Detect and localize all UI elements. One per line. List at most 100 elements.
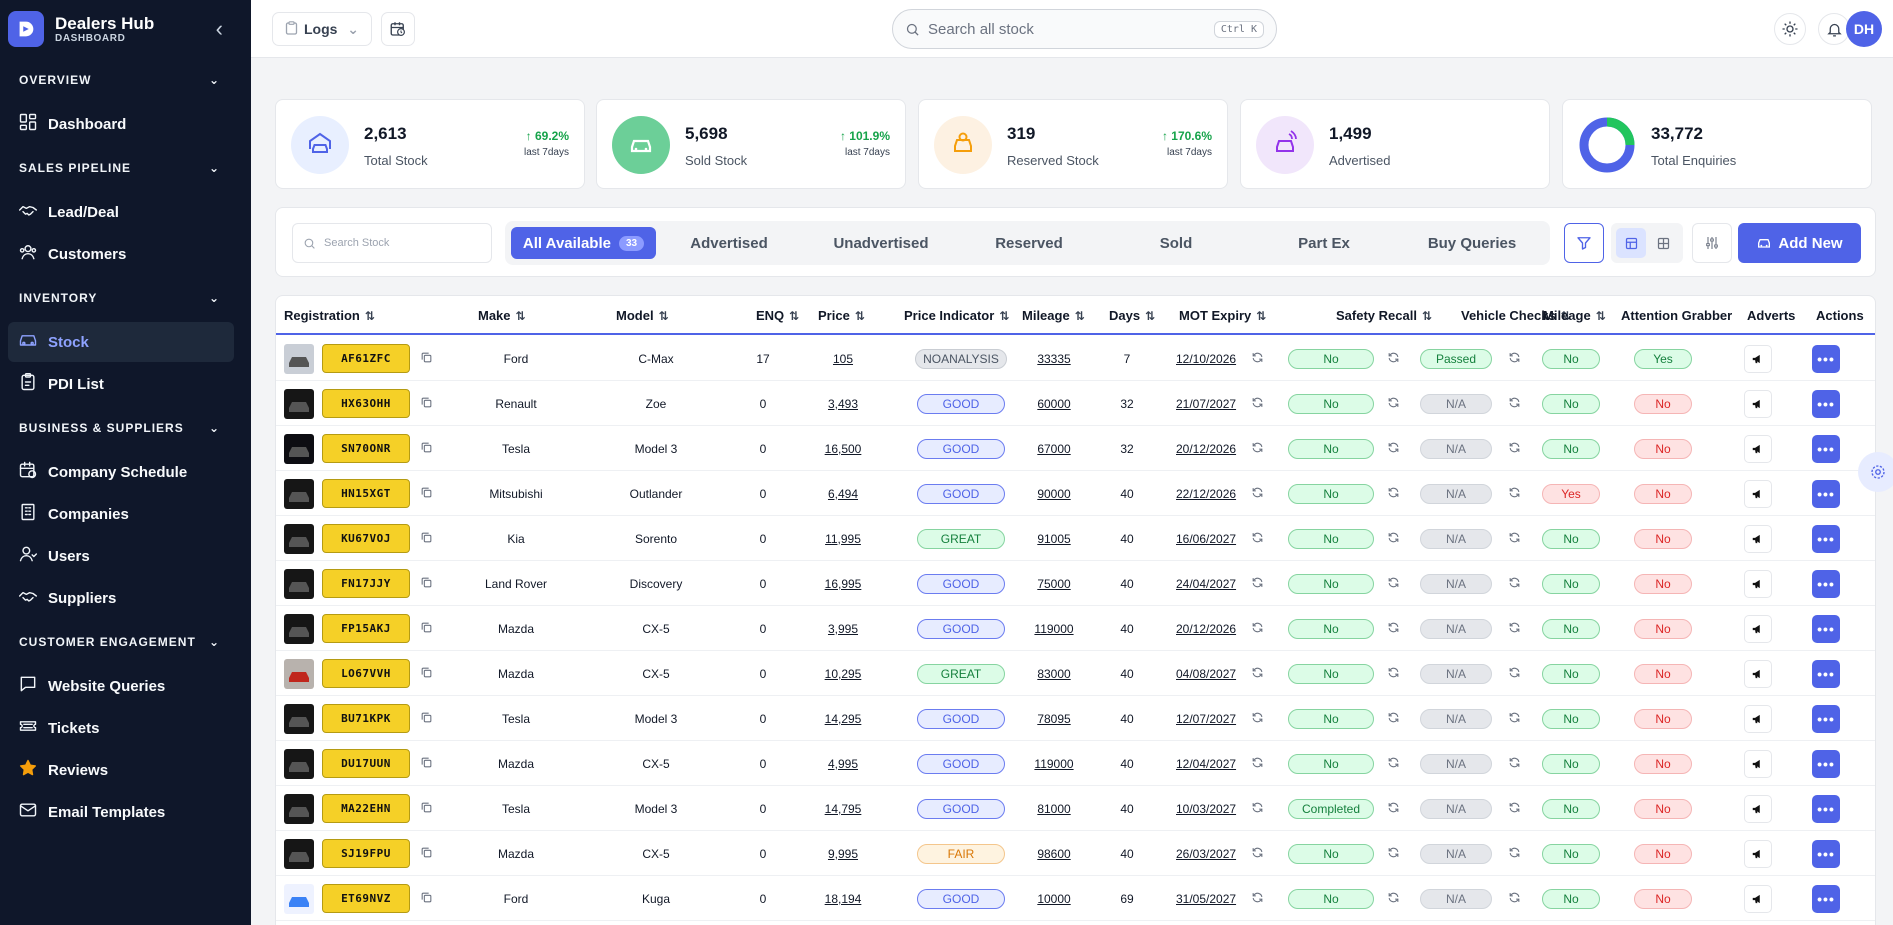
mileage-link[interactable]: 119000 [1034,756,1074,771]
add-new-button[interactable]: Add New [1738,223,1861,263]
price-link[interactable]: 3,493 [827,396,859,411]
refresh-icon[interactable] [1508,666,1521,682]
vehicle-thumbnail[interactable] [284,433,314,464]
price-link[interactable]: 14,295 [824,711,862,726]
mileage-link[interactable]: 83000 [1037,666,1071,681]
refresh-icon[interactable] [1251,396,1264,412]
refresh-icon[interactable] [1251,711,1264,727]
stat-card-total-stock[interactable]: 2,613 Total Stock ↑ 69.2% last 7days [275,99,585,189]
dealers-hub-logo[interactable] [8,11,44,47]
registration-plate[interactable]: KU67VOJ [322,524,410,553]
mileage-link[interactable]: 67000 [1037,441,1071,456]
advert-button[interactable] [1744,434,1772,463]
vehicle-thumbnail[interactable] [284,523,314,554]
copy-icon[interactable] [420,441,433,457]
refresh-icon[interactable] [1251,756,1264,772]
collapse-sidebar-icon[interactable]: ‹ [215,16,223,41]
copy-icon[interactable] [420,666,433,682]
registration-plate[interactable]: SN70ONR [322,434,410,463]
user-avatar[interactable]: DH [1846,11,1882,47]
refresh-icon[interactable] [1251,576,1264,592]
price-link[interactable]: 16,500 [824,441,862,456]
sort-icon[interactable]: ⇅ [1256,309,1267,323]
stat-card-total-enquiries[interactable]: 33,772 Total Enquiries [1562,99,1872,189]
mot-expiry-link[interactable]: 12/07/2027 [1176,711,1237,726]
notifications-button[interactable] [1818,13,1850,45]
vehicle-thumbnail[interactable] [284,793,314,824]
mot-expiry-link[interactable]: 21/07/2027 [1176,396,1237,411]
sort-icon[interactable]: ⇅ [515,309,526,323]
price-link[interactable]: 11,995 [825,531,861,546]
sidebar-item-company-schedule[interactable]: Company Schedule [8,452,234,492]
sidebar-item-pdi-list[interactable]: PDI List [8,364,234,404]
row-actions-button[interactable]: ••• [1812,749,1840,778]
refresh-icon[interactable] [1387,891,1400,907]
global-search-input[interactable]: Search all stock Ctrl K [892,9,1277,49]
vehicle-thumbnail[interactable] [284,343,314,374]
sidebar-item-customers[interactable]: Customers [8,234,234,274]
sidebar-item-reviews[interactable]: Reviews [8,750,234,790]
vehicle-thumbnail[interactable] [284,613,314,644]
mot-expiry-link[interactable]: 20/12/2026 [1176,621,1237,636]
vehicle-thumbnail[interactable] [284,658,314,689]
column-header-mileage[interactable]: Mileage ⇅ [1543,308,1606,323]
registration-plate[interactable]: SJ19FPU [322,839,410,868]
theme-toggle-button[interactable] [1774,13,1806,45]
refresh-icon[interactable] [1508,891,1521,907]
price-link[interactable]: 9,995 [827,846,859,861]
mot-expiry-link[interactable]: 16/06/2027 [1176,531,1237,546]
registration-plate[interactable]: BU71KPK [322,704,410,733]
row-actions-button[interactable]: ••• [1812,569,1840,598]
advert-button[interactable] [1744,479,1772,508]
sort-icon[interactable]: ⇅ [1595,309,1606,323]
sort-icon[interactable]: ⇅ [789,309,800,323]
price-link[interactable]: 16,995 [824,576,862,591]
sidebar-item-users[interactable]: Users [8,536,234,576]
refresh-icon[interactable] [1251,891,1264,907]
copy-icon[interactable] [420,891,433,907]
sort-icon[interactable]: ⇅ [999,309,1010,323]
column-settings-button[interactable] [1692,223,1732,263]
tab-buy-queries[interactable]: Buy Queries [1402,227,1542,259]
refresh-icon[interactable] [1387,621,1400,637]
tab-sold[interactable]: Sold [1106,227,1246,259]
tab-advertised[interactable]: Advertised [659,227,799,259]
refresh-icon[interactable] [1508,351,1521,367]
copy-icon[interactable] [420,396,433,412]
column-header-model[interactable]: Model ⇅ [616,308,669,323]
copy-icon[interactable] [420,846,433,862]
refresh-icon[interactable] [1508,531,1521,547]
registration-plate[interactable]: LO67VVH [322,659,410,688]
refresh-icon[interactable] [1387,351,1400,367]
sort-icon[interactable]: ⇅ [854,309,865,323]
refresh-icon[interactable] [1508,756,1521,772]
refresh-icon[interactable] [1508,396,1521,412]
registration-plate[interactable]: FP15AKJ [322,614,410,643]
nav-section-customer-engagement[interactable]: CUSTOMER ENGAGEMENT ⌄ [0,620,251,664]
advert-button[interactable] [1744,704,1772,733]
vehicle-thumbnail[interactable] [284,883,314,914]
vehicle-thumbnail[interactable] [284,838,314,869]
price-link[interactable]: 105 [832,351,854,366]
nav-section-business-suppliers[interactable]: BUSINESS & SUPPLIERS ⌄ [0,406,251,450]
sort-icon[interactable]: ⇅ [364,309,375,323]
refresh-icon[interactable] [1508,711,1521,727]
vehicle-thumbnail[interactable] [284,703,314,734]
row-actions-button[interactable]: ••• [1812,704,1840,733]
advert-button[interactable] [1744,614,1772,643]
column-header-mot-expiry[interactable]: MOT Expiry ⇅ [1179,308,1266,323]
sidebar-item-suppliers[interactable]: Suppliers [8,578,234,618]
tab-unadvertised[interactable]: Unadvertised [811,227,951,259]
price-link[interactable]: 6,494 [827,486,859,501]
vehicle-thumbnail[interactable] [284,478,314,509]
row-actions-button[interactable]: ••• [1812,614,1840,643]
sidebar-item-stock[interactable]: Stock [8,322,234,362]
stat-card-advertised[interactable]: 1,499 Advertised [1240,99,1550,189]
mot-expiry-link[interactable]: 04/08/2027 [1176,666,1237,681]
advert-button[interactable] [1744,794,1772,823]
registration-plate[interactable]: ET69NVZ [322,884,410,913]
refresh-icon[interactable] [1508,576,1521,592]
logs-dropdown[interactable]: Logs ⌄ [272,12,372,46]
mileage-link[interactable]: 75000 [1037,576,1071,591]
price-link[interactable]: 3,995 [827,621,859,636]
